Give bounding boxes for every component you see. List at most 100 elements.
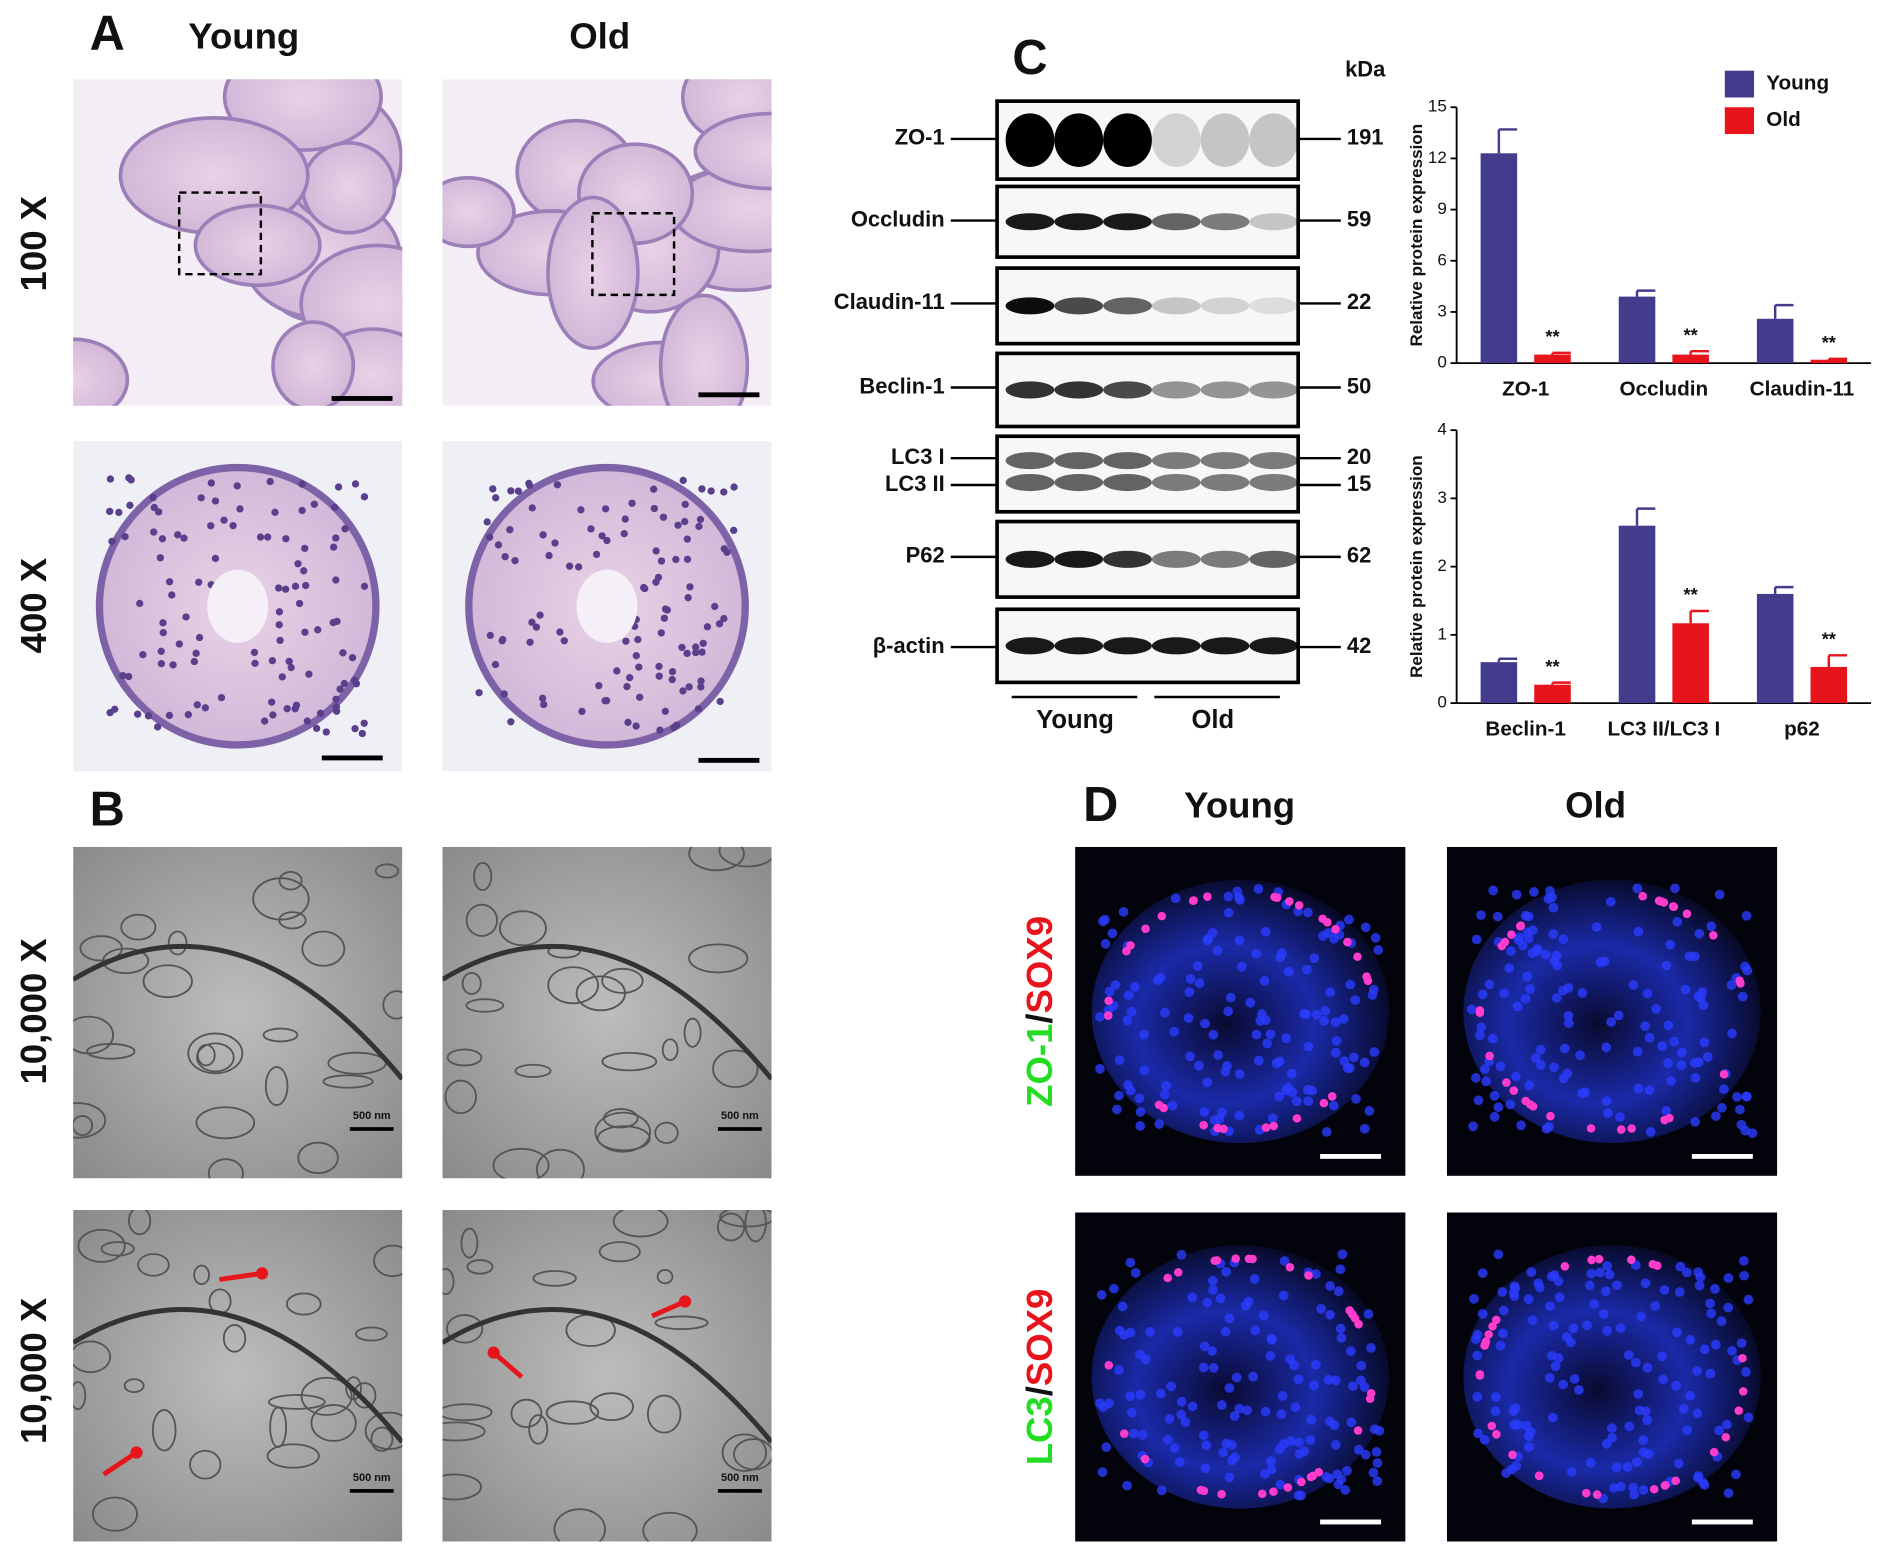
nucleus	[332, 576, 340, 584]
nucleus	[1185, 973, 1196, 984]
nucleus	[1632, 883, 1643, 894]
panel-letter: D	[1083, 778, 1118, 832]
nucleus	[1174, 1457, 1185, 1468]
nucleus	[598, 532, 606, 540]
nucleus	[697, 683, 705, 691]
nucleus	[1657, 1351, 1667, 1362]
sox9	[1508, 1450, 1517, 1460]
nucleus	[650, 504, 659, 513]
nucleus	[159, 619, 167, 627]
nucleus	[1279, 1256, 1290, 1266]
nucleus	[106, 507, 114, 516]
organelle	[654, 1121, 679, 1144]
sox9	[1492, 1430, 1501, 1439]
nucleus	[316, 709, 325, 717]
nucleus	[1633, 1083, 1644, 1094]
sox9	[1502, 1078, 1511, 1087]
texture	[73, 846, 403, 1179]
nucleus	[624, 718, 632, 727]
nucleus	[1126, 1006, 1137, 1017]
nucleus	[1291, 1096, 1302, 1107]
nucleus	[1741, 910, 1752, 921]
band	[1151, 550, 1201, 568]
nucleus	[233, 482, 241, 490]
arrow	[492, 1350, 524, 1379]
nucleus	[553, 481, 562, 489]
nucleus	[1293, 1374, 1304, 1385]
nucleus	[1208, 1285, 1218, 1295]
nucleus	[1606, 1423, 1617, 1434]
nucleus	[1601, 1042, 1612, 1053]
sox9	[1638, 891, 1647, 901]
nucleus	[1234, 1069, 1245, 1079]
organelle	[123, 1378, 145, 1394]
row-label: ZO-1/SOX9	[1019, 916, 1060, 1107]
sox9	[1592, 1490, 1602, 1499]
nucleus	[1160, 1007, 1170, 1018]
nucleus	[678, 643, 686, 652]
nucleus	[1224, 1472, 1235, 1483]
organelle	[100, 1241, 135, 1257]
nucleus	[1321, 1472, 1332, 1482]
nucleus	[1235, 894, 1245, 905]
nucleus	[707, 487, 715, 495]
unit-label: kDa	[1345, 56, 1386, 81]
panel-letter: A	[90, 6, 125, 60]
nucleus	[1303, 1041, 1314, 1052]
nucleus	[1169, 1026, 1180, 1037]
nucleus	[1732, 1092, 1742, 1102]
nucleus	[1095, 1063, 1105, 1074]
nucleus	[1580, 1087, 1590, 1098]
organelle	[442, 1473, 482, 1501]
error-bar	[1551, 681, 1571, 685]
y-axis-label: Relative protein expression	[1407, 124, 1426, 347]
nucleus	[1633, 1389, 1644, 1399]
nucleus	[538, 694, 547, 702]
nucleus	[1605, 896, 1616, 907]
nucleus	[1540, 949, 1551, 960]
nucleus	[1278, 1290, 1289, 1301]
sox9	[1141, 924, 1150, 934]
nucleus	[1328, 1100, 1339, 1111]
nucleus	[1372, 1458, 1383, 1468]
legend-label: Young	[1766, 72, 1829, 95]
nucleus	[1574, 1385, 1584, 1395]
organelle	[278, 871, 303, 891]
nucleus	[1198, 1362, 1209, 1373]
nucleus	[1698, 1000, 1709, 1011]
nucleus	[1586, 1268, 1597, 1279]
nucleus	[1234, 1403, 1245, 1414]
nucleus	[1611, 1462, 1622, 1473]
nucleus	[300, 567, 308, 575]
group-label: Young	[1036, 706, 1114, 734]
nucleus	[1220, 1326, 1231, 1337]
nucleus	[1373, 945, 1384, 955]
texture	[1075, 1212, 1406, 1542]
nucleus	[1145, 1327, 1156, 1337]
tubule	[1091, 879, 1389, 1144]
sox9	[1661, 1481, 1670, 1490]
organelle	[264, 1066, 289, 1107]
nucleus	[1330, 1440, 1341, 1450]
texture	[1446, 1212, 1778, 1542]
nucleus	[182, 613, 190, 621]
nucleus	[1114, 1325, 1125, 1336]
nucleus	[1125, 1391, 1135, 1402]
nucleus	[577, 506, 585, 514]
scale-bar	[1691, 1153, 1753, 1159]
nucleus	[1488, 885, 1499, 896]
nucleus	[1096, 1289, 1107, 1300]
sox9	[1196, 1485, 1206, 1495]
nucleus	[275, 621, 283, 629]
kda-label: 59	[1347, 206, 1371, 231]
legend-swatch	[1724, 107, 1755, 135]
nucleus	[1672, 916, 1683, 927]
sox9	[1270, 892, 1279, 902]
nucleus	[1114, 1365, 1124, 1375]
nucleus	[1595, 1267, 1605, 1278]
nucleus	[1495, 1061, 1506, 1072]
tubule	[1463, 1245, 1761, 1509]
inset-box	[591, 212, 676, 297]
band	[1103, 474, 1152, 492]
